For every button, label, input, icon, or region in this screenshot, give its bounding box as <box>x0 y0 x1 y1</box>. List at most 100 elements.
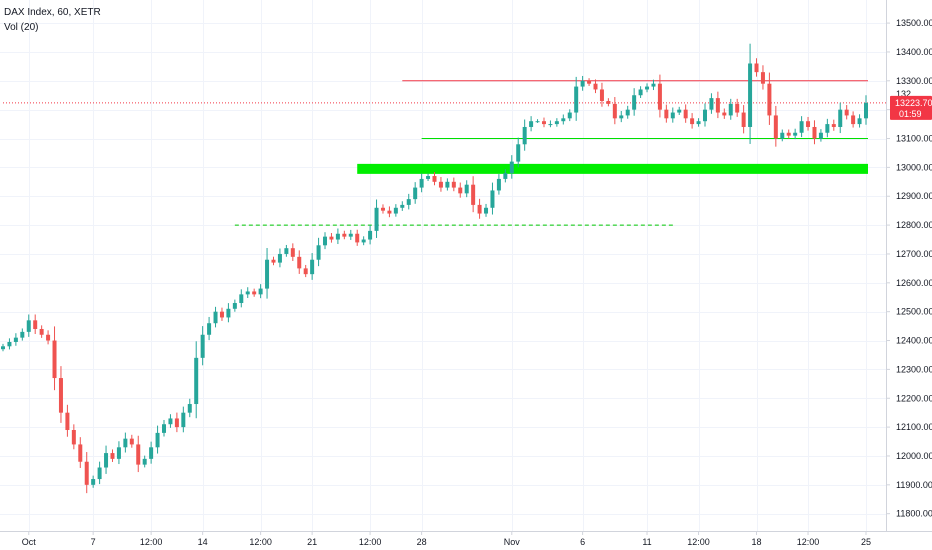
drawn-levels[interactable] <box>3 80 886 226</box>
candle <box>864 102 868 119</box>
time-tick-label: Nov <box>504 537 521 547</box>
candle <box>831 124 836 127</box>
candle <box>580 80 585 87</box>
candles[interactable] <box>1 43 868 494</box>
price-tick-label: 13500.00 <box>896 18 932 28</box>
price-tick-label: 12400.00 <box>896 336 932 346</box>
candle <box>252 291 257 295</box>
candle <box>91 479 96 485</box>
price-axis[interactable]: 11800.00 11900.00 12000.00 12100.00 12200.00… <box>886 18 932 519</box>
candle <box>825 124 830 133</box>
price-tick-label: 12000.00 <box>896 451 932 461</box>
candle <box>438 181 443 188</box>
candle <box>400 204 405 208</box>
time-tick-label: 6 <box>580 537 585 547</box>
candle <box>690 118 695 125</box>
candle <box>722 112 727 116</box>
candle <box>97 467 102 480</box>
candle <box>728 103 733 116</box>
candle <box>793 132 798 136</box>
candle <box>104 453 109 468</box>
candle <box>567 112 572 119</box>
volume-indicator-label[interactable]: Vol (20) <box>4 22 39 33</box>
candle <box>484 207 489 214</box>
time-tick-label: 25 <box>861 537 871 547</box>
candle <box>509 161 514 174</box>
candle <box>812 126 817 139</box>
time-axis[interactable]: Oct 7 12:00 14 12:00 21 12:00 28 Nov 6 11 12:00 18 12… <box>22 531 871 547</box>
candle <box>129 438 134 445</box>
candle <box>200 334 205 358</box>
candle <box>20 331 25 338</box>
candle <box>780 132 785 139</box>
candle <box>748 63 753 127</box>
candle <box>78 444 83 462</box>
candle <box>71 429 76 445</box>
candle <box>709 98 714 110</box>
candle <box>329 236 334 240</box>
candle <box>458 187 463 194</box>
candle <box>554 121 559 125</box>
candle <box>432 176 437 182</box>
time-tick-label: 12:00 <box>797 537 820 547</box>
candle <box>1 346 5 350</box>
candle <box>587 80 592 84</box>
candle <box>599 89 604 102</box>
time-tick-label: Oct <box>22 537 37 547</box>
symbol-title[interactable]: DAX Index, 60, XETR <box>4 7 101 18</box>
candle <box>284 248 289 254</box>
candle <box>715 98 720 113</box>
price-tick-label: 13400.00 <box>896 47 932 57</box>
candle <box>522 126 527 145</box>
candle <box>857 118 862 125</box>
candle <box>702 109 707 122</box>
price-tick-label: 13300.00 <box>896 76 932 86</box>
price-tick-label: 11900.00 <box>896 480 932 490</box>
candle <box>271 259 276 263</box>
candle <box>464 184 469 194</box>
candle <box>33 320 38 329</box>
candle <box>548 124 553 126</box>
candle <box>239 294 244 304</box>
candle <box>7 341 12 347</box>
candle <box>174 418 179 428</box>
candle <box>361 239 366 243</box>
last-price-partial-label: 132 <box>896 89 911 99</box>
candle <box>258 288 263 295</box>
candle <box>58 378 63 413</box>
candle <box>606 101 611 104</box>
candle <box>316 245 321 260</box>
time-tick-label: 12:00 <box>359 537 382 547</box>
candle <box>368 230 373 240</box>
last-price-value: 13223.70 <box>895 98 932 108</box>
bar-countdown: 01:59 <box>899 109 922 119</box>
candle <box>451 181 456 188</box>
candle <box>844 109 849 116</box>
candle <box>657 83 662 110</box>
candle <box>541 121 546 125</box>
candle <box>574 86 579 113</box>
candle <box>46 334 51 341</box>
candle <box>168 418 173 425</box>
candle <box>265 259 270 289</box>
candle <box>393 207 398 214</box>
price-tick-label: 12900.00 <box>896 191 932 201</box>
candle <box>741 112 746 127</box>
price-tick-label: 11800.00 <box>896 509 932 519</box>
candle <box>303 268 308 275</box>
candle <box>625 109 630 116</box>
candle <box>535 121 540 123</box>
candle <box>232 303 237 309</box>
time-tick-label: 12:00 <box>249 537 272 547</box>
candle <box>213 311 218 324</box>
candle <box>664 109 669 119</box>
price-tick-label: 12700.00 <box>896 249 932 259</box>
candle <box>818 132 823 139</box>
candle <box>297 256 302 269</box>
candle <box>245 291 250 295</box>
candle <box>503 173 508 179</box>
candle <box>670 112 675 119</box>
candle <box>786 132 791 136</box>
